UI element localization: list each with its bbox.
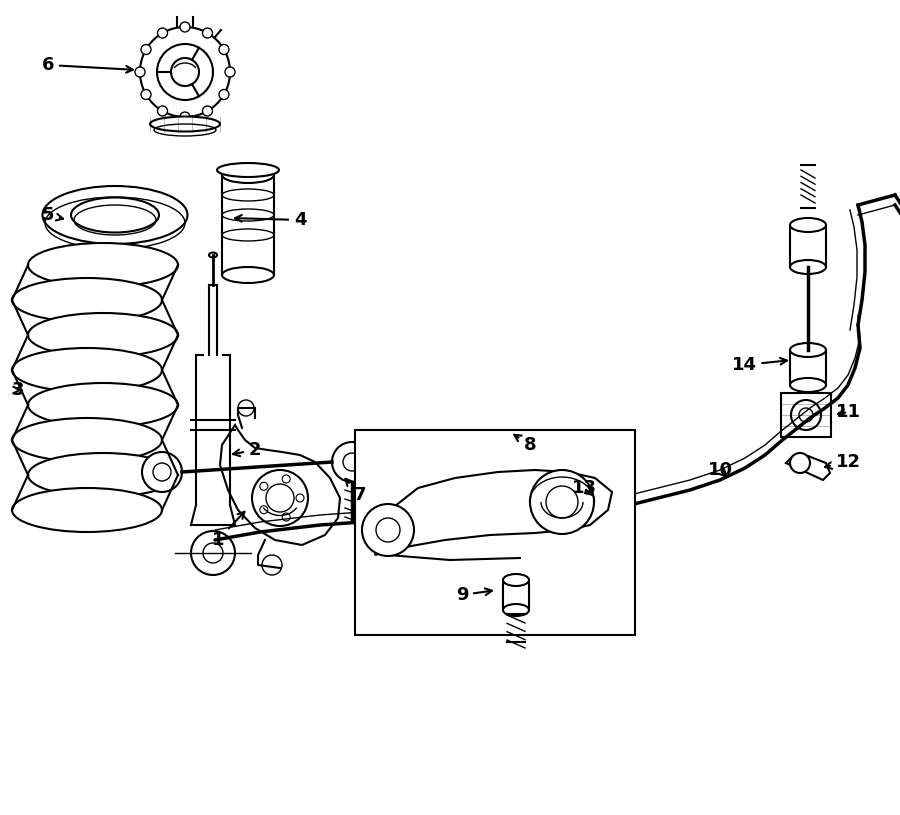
Circle shape xyxy=(219,90,229,99)
Circle shape xyxy=(158,106,167,116)
Circle shape xyxy=(283,513,290,521)
Text: 9: 9 xyxy=(455,586,492,604)
Circle shape xyxy=(158,28,167,38)
Ellipse shape xyxy=(790,343,826,357)
Ellipse shape xyxy=(150,117,220,131)
Polygon shape xyxy=(375,470,612,555)
Ellipse shape xyxy=(217,163,279,177)
Circle shape xyxy=(283,475,290,483)
Text: 10: 10 xyxy=(707,461,733,479)
Ellipse shape xyxy=(28,453,178,497)
Ellipse shape xyxy=(790,218,826,232)
Bar xyxy=(790,225,826,267)
Circle shape xyxy=(362,504,414,556)
Circle shape xyxy=(262,555,282,575)
Text: 1: 1 xyxy=(212,512,245,549)
Circle shape xyxy=(219,45,229,55)
Circle shape xyxy=(296,494,304,502)
Ellipse shape xyxy=(12,488,162,532)
Text: 4: 4 xyxy=(235,211,306,229)
Text: 6: 6 xyxy=(41,56,133,74)
Text: 11: 11 xyxy=(835,403,860,421)
Circle shape xyxy=(180,22,190,32)
Circle shape xyxy=(191,531,235,575)
Ellipse shape xyxy=(790,260,826,274)
Ellipse shape xyxy=(222,167,274,183)
Ellipse shape xyxy=(28,383,178,427)
Circle shape xyxy=(141,90,151,99)
Ellipse shape xyxy=(28,243,178,287)
Text: 7: 7 xyxy=(346,478,366,504)
Text: 3: 3 xyxy=(12,381,24,399)
Ellipse shape xyxy=(12,278,162,322)
Circle shape xyxy=(530,470,594,534)
Circle shape xyxy=(202,28,212,38)
Text: 5: 5 xyxy=(41,206,63,224)
Text: 14: 14 xyxy=(732,356,787,374)
Bar xyxy=(781,393,831,437)
Circle shape xyxy=(202,106,212,116)
Ellipse shape xyxy=(42,186,187,244)
Polygon shape xyxy=(220,425,340,545)
Circle shape xyxy=(180,112,190,122)
Ellipse shape xyxy=(503,604,529,616)
Circle shape xyxy=(141,45,151,55)
Circle shape xyxy=(592,483,604,495)
Text: 12: 12 xyxy=(825,453,860,471)
Text: 2: 2 xyxy=(233,441,261,459)
Ellipse shape xyxy=(12,418,162,462)
Bar xyxy=(503,580,529,610)
Ellipse shape xyxy=(222,267,274,283)
Circle shape xyxy=(135,67,145,77)
Ellipse shape xyxy=(503,574,529,586)
Circle shape xyxy=(260,482,268,491)
Text: 13: 13 xyxy=(572,479,597,497)
Polygon shape xyxy=(786,456,830,480)
Circle shape xyxy=(332,442,372,482)
Circle shape xyxy=(790,453,810,473)
Circle shape xyxy=(225,67,235,77)
Circle shape xyxy=(260,506,268,513)
Text: 8: 8 xyxy=(514,434,536,454)
Ellipse shape xyxy=(12,348,162,392)
Ellipse shape xyxy=(790,378,826,392)
Circle shape xyxy=(252,470,308,526)
Ellipse shape xyxy=(71,197,159,232)
Circle shape xyxy=(238,400,254,416)
Circle shape xyxy=(791,400,821,430)
Bar xyxy=(790,350,826,385)
Circle shape xyxy=(142,452,182,492)
Bar xyxy=(355,430,635,635)
Ellipse shape xyxy=(28,313,178,357)
